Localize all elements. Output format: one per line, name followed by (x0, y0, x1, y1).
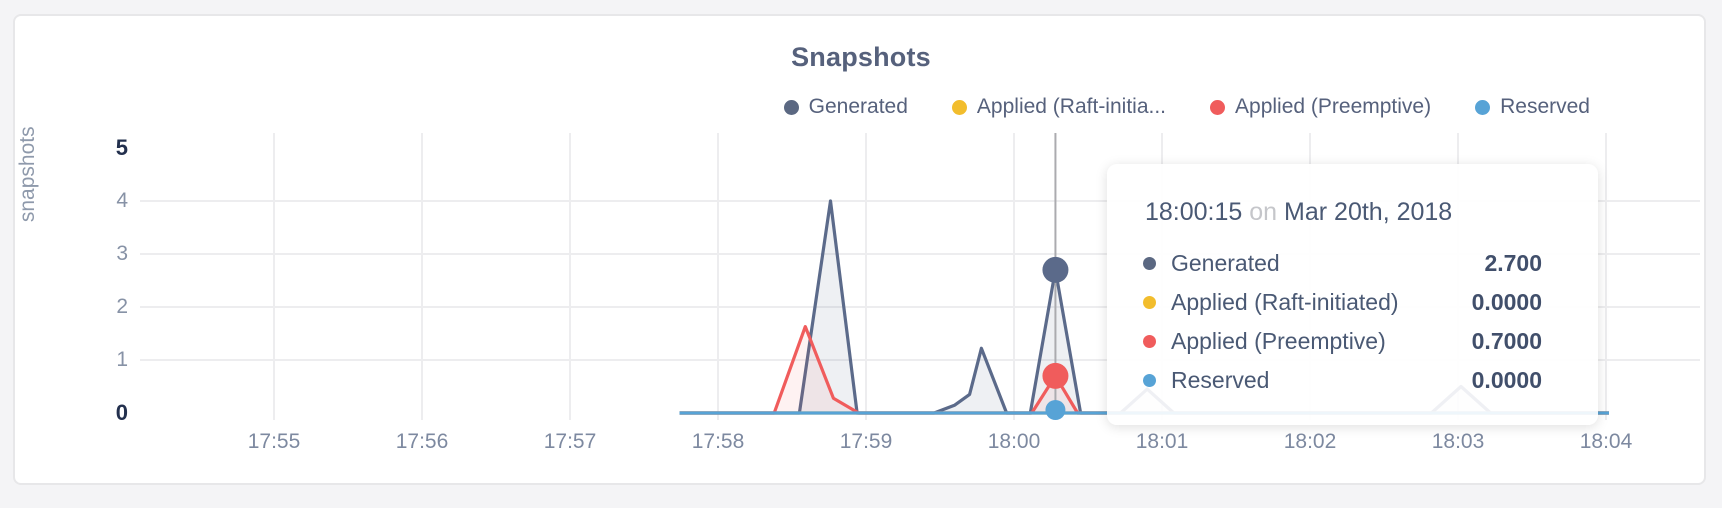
tooltip-row: Applied (Raft-initiated) 0.0000 (1143, 283, 1542, 322)
tooltip-separator: on (1249, 198, 1278, 226)
tooltip-series-value: 0.0000 (1471, 289, 1542, 315)
hover-dot-applied-preemptive- (1042, 362, 1069, 389)
tooltip-row: Generated 2.700 (1143, 244, 1542, 283)
hover-tooltip: 18:00:15 on Mar 20th, 2018 Generated 2.70… (1107, 164, 1598, 425)
tooltip-rows: Generated 2.700 Applied (Raft-initiated) 0.… (1143, 244, 1542, 400)
legend-dot-icon (951, 99, 967, 115)
legend-dot-icon (1210, 99, 1226, 115)
tooltip-series-label: Applied (Raft-initiated) (1171, 289, 1399, 315)
legend-label: Reserved (1500, 95, 1590, 118)
tooltip-series-label: Applied (Preemptive) (1171, 328, 1386, 354)
chart-legend: Generated Applied (Raft-initia... Applied … (783, 95, 1590, 119)
legend-label: Generated (808, 95, 908, 118)
tooltip-row: Applied (Preemptive) 0.7000 (1143, 322, 1542, 361)
legend-item-3[interactable]: Applied (Preemptive) (1210, 95, 1431, 119)
chart-title: Snapshots (791, 42, 931, 72)
hover-dot-generated (1042, 256, 1069, 283)
tooltip-series-dot-icon (1143, 335, 1156, 348)
legend-dot-icon (783, 99, 799, 115)
tooltip-series-dot-icon (1143, 257, 1156, 270)
tooltip-time: 18:00:15 (1145, 198, 1243, 226)
legend-dot-icon (1475, 99, 1491, 115)
hover-dot-reserved (1045, 400, 1066, 420)
legend-label: Applied (Raft-initia... (976, 95, 1167, 118)
tooltip-row: Reserved 0.0000 (1143, 361, 1542, 400)
tooltip-series-value: 0.7000 (1471, 328, 1542, 354)
tooltip-series-dot-icon (1143, 374, 1156, 387)
tooltip-series-label: Generated (1171, 250, 1280, 276)
tooltip-series-label: Reserved (1171, 367, 1270, 393)
legend-item-2[interactable]: Applied (Raft-initia... (951, 95, 1167, 119)
tooltip-series-dot-icon (1143, 296, 1156, 309)
tooltip-date: Mar 20th, 2018 (1284, 198, 1453, 226)
tooltip-series-value: 0.0000 (1471, 367, 1542, 393)
legend-item-1[interactable]: Generated (783, 95, 908, 119)
legend-item-4[interactable]: Reserved (1475, 95, 1590, 119)
tooltip-series-value: 2.700 (1484, 250, 1542, 276)
tooltip-timestamp: 18:00:15 on Mar 20th, 2018 (1145, 198, 1452, 227)
legend-label: Applied (Preemptive) (1235, 95, 1432, 118)
